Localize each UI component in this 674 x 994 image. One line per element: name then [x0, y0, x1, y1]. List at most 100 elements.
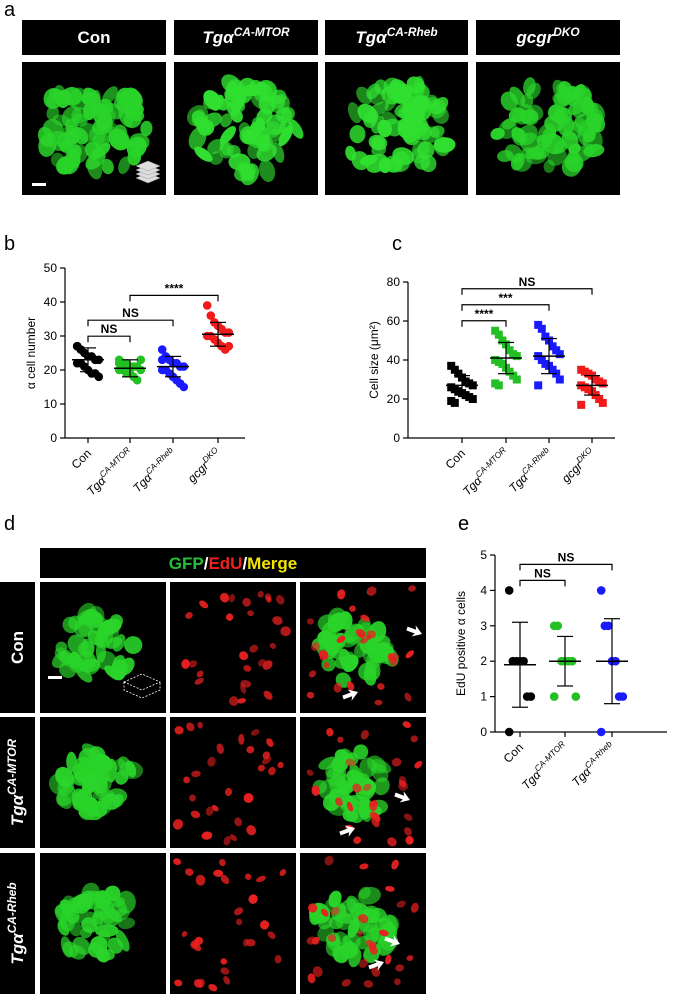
data-point — [512, 375, 521, 384]
data-point — [555, 350, 564, 359]
data-point — [571, 692, 581, 701]
data-point — [202, 301, 212, 310]
cell — [263, 690, 273, 700]
cell — [240, 163, 260, 186]
comparison-bracket — [519, 563, 613, 571]
comparison-bracket — [519, 579, 566, 587]
cell — [408, 585, 416, 592]
label: TgαCA-MTOR — [5, 738, 27, 826]
significance-label: NS — [534, 566, 551, 580]
arrow — [384, 935, 400, 947]
cell — [57, 920, 70, 936]
comparison-bracket — [461, 288, 593, 295]
panel-letter: c — [392, 233, 402, 255]
header-text: GFP/EdU/Merge — [169, 554, 298, 573]
header-bar — [325, 20, 468, 55]
y-tick-label: 5 — [480, 548, 487, 562]
data-point — [72, 341, 82, 351]
cell — [256, 875, 266, 883]
cell — [62, 616, 79, 634]
cell — [88, 127, 106, 145]
cell — [398, 781, 409, 791]
cell — [241, 129, 256, 144]
header-part: Merge — [247, 554, 297, 573]
cell — [194, 936, 204, 946]
significance-label: NS — [122, 306, 139, 320]
row-label-box — [0, 717, 35, 848]
cell — [102, 904, 123, 923]
cell — [360, 729, 369, 740]
cell — [83, 769, 101, 791]
cell — [403, 813, 413, 821]
comparison-bracket — [87, 319, 174, 327]
cell — [267, 931, 276, 940]
data-point — [206, 311, 216, 320]
cell — [281, 106, 295, 121]
data-point — [598, 379, 607, 388]
cell — [328, 916, 344, 930]
cell — [57, 777, 74, 796]
cell — [239, 651, 249, 661]
cell — [320, 908, 329, 917]
cell — [83, 100, 97, 121]
comparison-bracket — [87, 335, 131, 343]
cell — [288, 119, 304, 139]
cell — [220, 874, 230, 885]
label-sup: CA-Rheb — [387, 25, 438, 39]
cell — [395, 964, 405, 972]
y-tick-label: 0 — [393, 431, 400, 445]
cell — [356, 629, 366, 638]
cell — [191, 770, 201, 778]
cell — [325, 898, 347, 915]
data-point — [553, 621, 563, 631]
cell — [394, 978, 401, 986]
data-point — [598, 398, 607, 407]
cell — [238, 733, 245, 745]
label-base: Tgα — [355, 28, 388, 47]
cell — [233, 907, 244, 916]
cell — [561, 130, 579, 150]
significance-label: NS — [519, 275, 536, 289]
y-axis-label: α cell number — [24, 317, 38, 389]
cell — [366, 586, 377, 596]
cell — [112, 634, 126, 652]
cell — [269, 642, 277, 649]
cell — [102, 86, 118, 105]
arrow — [394, 791, 410, 803]
cell — [410, 902, 419, 913]
cell — [406, 955, 414, 961]
panel-letter: d — [4, 513, 15, 535]
header-part: EdU — [208, 554, 242, 573]
cell — [347, 917, 360, 938]
cell — [363, 667, 377, 686]
cell — [185, 612, 193, 619]
cell — [92, 891, 109, 910]
cell — [201, 831, 213, 840]
data-point — [94, 372, 104, 382]
cell — [71, 113, 88, 127]
data-point — [114, 358, 124, 368]
data-point — [577, 400, 586, 409]
cell — [254, 81, 269, 95]
cell — [337, 589, 346, 600]
cell — [365, 939, 374, 947]
cell — [108, 128, 130, 151]
y-tick-label: 60 — [387, 314, 401, 328]
y-tick-label: 80 — [387, 275, 401, 289]
label: TgαCA-Rheb — [5, 882, 27, 964]
cell — [349, 605, 356, 612]
cell — [92, 103, 110, 117]
arrow — [339, 825, 355, 837]
cell — [394, 102, 417, 118]
y-tick-label: 2 — [480, 654, 487, 668]
data-point — [136, 355, 146, 365]
label-sup: CA-MTOR — [234, 25, 290, 39]
cell — [102, 619, 117, 634]
cell — [366, 153, 388, 173]
cell — [336, 635, 346, 644]
significance-label: *** — [498, 291, 512, 305]
cell — [377, 119, 392, 138]
cell — [345, 758, 356, 767]
cell — [207, 756, 216, 767]
cell — [385, 914, 398, 933]
